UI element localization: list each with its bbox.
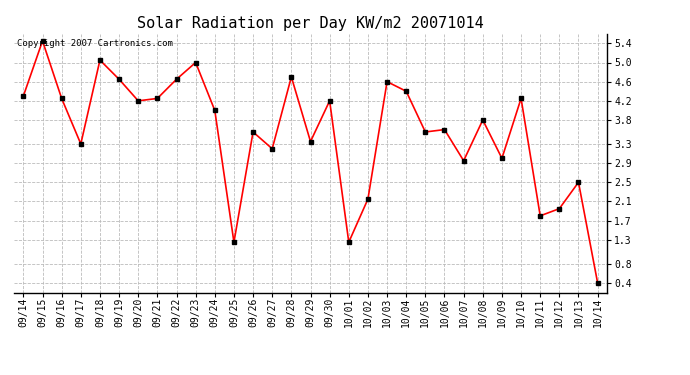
Title: Solar Radiation per Day KW/m2 20071014: Solar Radiation per Day KW/m2 20071014 xyxy=(137,16,484,31)
Text: Copyright 2007 Cartronics.com: Copyright 2007 Cartronics.com xyxy=(17,39,172,48)
